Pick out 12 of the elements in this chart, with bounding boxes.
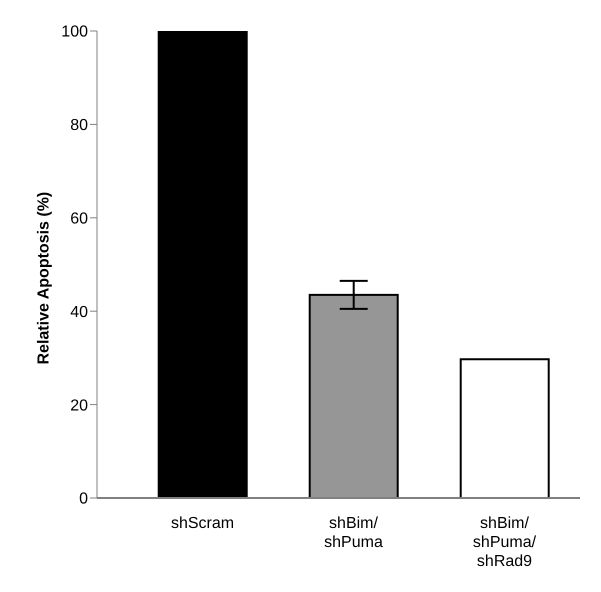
x-tick-label: shBim/shPuma <box>324 515 383 551</box>
y-tick-label: 60 <box>70 210 88 228</box>
y-tick-label: 40 <box>70 304 88 321</box>
y-axis-title: Relative Apoptosis (%) <box>36 192 53 364</box>
bar <box>460 358 550 498</box>
y-tick-label: 100 <box>61 24 88 41</box>
y-tick-label: 80 <box>70 117 88 134</box>
x-tick-label: shScram <box>170 515 234 532</box>
x-tick-label: shBim/shPuma/shRad9 <box>472 515 537 570</box>
y-tick-label: 0 <box>79 490 88 508</box>
y-tick-label: 20 <box>70 397 88 414</box>
bar <box>158 31 248 498</box>
